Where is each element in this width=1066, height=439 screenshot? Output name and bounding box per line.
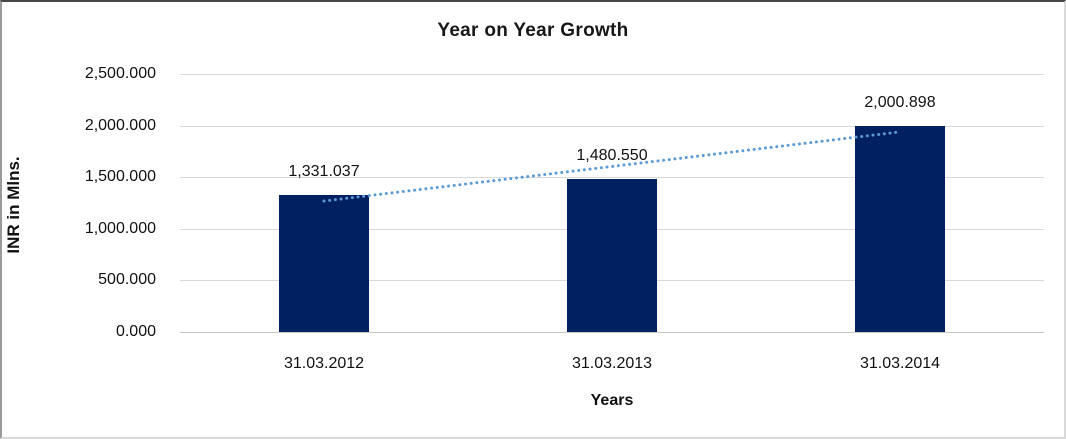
y-tick-label: 2,500.000: [84, 65, 156, 82]
gridline: [180, 74, 1044, 75]
x-axis-title: Years: [590, 392, 634, 409]
y-tick-label: 2,000.000: [84, 117, 156, 134]
bar: [567, 179, 657, 332]
x-category-label: 31.03.2013: [571, 355, 653, 372]
y-tick-label: 500.000: [98, 271, 156, 288]
gridline: [180, 332, 1044, 333]
y-tick-label: 1,000.000: [84, 220, 156, 237]
x-category-label: 31.03.2012: [283, 355, 365, 372]
bar-data-label: 2,000.898: [864, 93, 936, 111]
chart-title: Year on Year Growth: [437, 20, 629, 41]
gridline: [180, 126, 1044, 127]
bar-data-label: 1,480.550: [576, 147, 648, 165]
bar: [855, 125, 945, 332]
y-tick-label: 0.000: [115, 323, 156, 340]
x-category-label: 31.03.2014: [859, 355, 941, 372]
y-tick-label: 1,500.000: [84, 168, 156, 185]
y-axis-title: INR in Mlns.: [4, 156, 23, 254]
bar: [279, 194, 369, 332]
bar-data-label: 1,331.037: [288, 162, 360, 180]
